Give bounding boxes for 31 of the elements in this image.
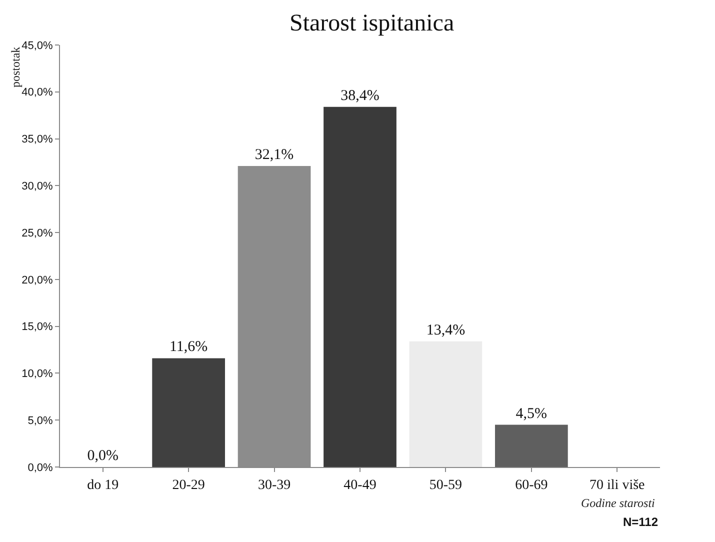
x-tick-label: do 19 <box>87 478 119 493</box>
bar <box>152 358 225 467</box>
data-label: 11,6% <box>169 339 208 356</box>
bar <box>495 424 568 467</box>
x-axis-title: Godine starosti <box>581 496 655 510</box>
bar <box>324 106 396 467</box>
y-tick-label: 25,0% <box>22 227 54 240</box>
bar <box>409 341 482 467</box>
y-tick-label: 40,0% <box>22 86 54 99</box>
x-tick-label: 20-29 <box>172 478 205 493</box>
x-tick-label: 30-39 <box>258 478 291 493</box>
chart-title: Starost ispitanica <box>289 10 454 36</box>
y-tick-label: 0,0% <box>28 462 54 474</box>
y-tick-label: 35,0% <box>22 134 54 146</box>
x-tick-label: 70 ili više <box>590 478 645 493</box>
y-tick-label: 10,0% <box>22 368 54 380</box>
x-tick-label: 50-59 <box>429 478 462 493</box>
text: N=112 <box>623 515 658 529</box>
y-tick-label: 5,0% <box>28 414 54 427</box>
y-tick-label: 15,0% <box>22 321 54 334</box>
y-tick-label: 30,0% <box>22 180 54 193</box>
data-label: 4,5% <box>516 406 548 422</box>
y-tick-label: 20,0% <box>22 274 54 286</box>
y-axis-title: postotak <box>8 46 22 88</box>
data-label: 38,4% <box>340 88 380 104</box>
x-tick-label: 40-49 <box>344 478 376 493</box>
data-label: 32,1% <box>254 146 294 163</box>
y-tick-label: 45,0% <box>22 40 54 52</box>
data-label: 0,0% <box>87 448 118 464</box>
data-label: 13,4% <box>426 322 466 338</box>
x-tick-label: 60-69 <box>515 478 548 493</box>
